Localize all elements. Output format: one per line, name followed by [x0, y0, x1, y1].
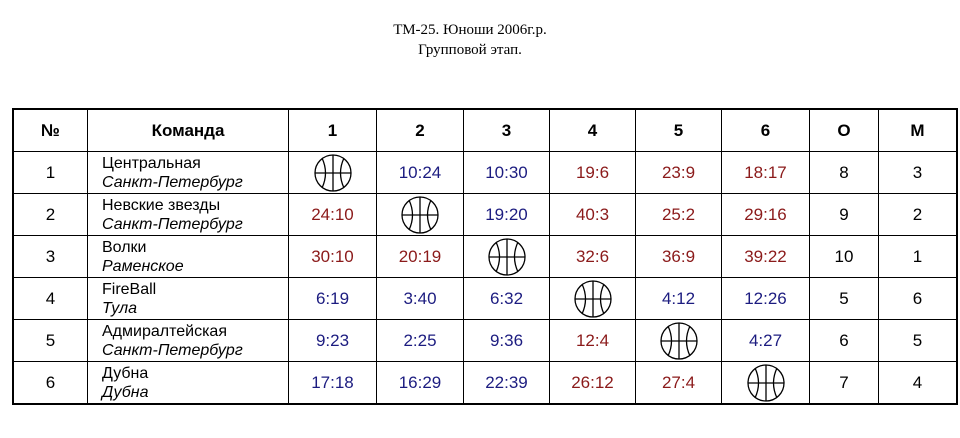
score-cell: 12:26 — [721, 277, 810, 320]
table-row: 6 Дубна Дубна 17:18 16:29 22:39 26:12 27:4 7 4 — [12, 361, 958, 405]
table-row: 4 FireBall Тула 6:19 3:40 6:32 4:12 12:26 5 6 — [12, 277, 958, 320]
points: 10 — [809, 235, 879, 278]
row-number: 1 — [12, 151, 88, 194]
team-city: Дубна — [102, 383, 149, 401]
place: 3 — [878, 151, 958, 194]
team-name: Волки — [102, 238, 147, 256]
column-header: О — [809, 108, 879, 152]
table-row: 5 Адмиралтейская Санкт-Петербург 9:23 2:25 9:… — [12, 319, 958, 362]
table-row: 2 Невские звезды Санкт-Петербург 24:10 19:20… — [12, 193, 958, 236]
score-cell: 27:4 — [635, 361, 722, 405]
team-name: FireBall — [102, 280, 157, 298]
team-cell: Дубна Дубна — [87, 361, 289, 405]
score-cell: 6:19 — [288, 277, 377, 320]
row-number: 3 — [12, 235, 88, 278]
self-cell — [721, 361, 810, 405]
score-cell: 4:27 — [721, 319, 810, 362]
score-cell: 10:30 — [463, 151, 550, 194]
score-cell: 6:32 — [463, 277, 550, 320]
team-name: Адмиралтейская — [102, 322, 227, 340]
team-city: Санкт-Петербург — [102, 173, 243, 191]
score-cell: 9:36 — [463, 319, 550, 362]
row-number: 2 — [12, 193, 88, 236]
table-row: 3 Волки Раменское 30:10 20:19 32:6 36:9 39:22 10… — [12, 235, 958, 278]
row-number: 5 — [12, 319, 88, 362]
standings-table: № Команда 1 2 3 4 5 6 О М 1 Центральная Санкт-Петер… — [12, 108, 958, 405]
score-cell: 3:40 — [376, 277, 464, 320]
team-cell: FireBall Тула — [87, 277, 289, 320]
column-header: 5 — [635, 108, 722, 152]
row-number: 4 — [12, 277, 88, 320]
ball-icon — [487, 237, 526, 276]
score-cell: 32:6 — [549, 235, 636, 278]
score-cell: 16:29 — [376, 361, 464, 405]
team-name: Невские звезды — [102, 196, 221, 214]
score-cell: 36:9 — [635, 235, 722, 278]
points: 8 — [809, 151, 879, 194]
score-cell: 24:10 — [288, 193, 377, 236]
ball-icon — [746, 363, 785, 402]
header-row: № Команда 1 2 3 4 5 6 О М — [12, 108, 958, 152]
points: 9 — [809, 193, 879, 236]
self-cell — [463, 235, 550, 278]
self-cell — [635, 319, 722, 362]
place: 2 — [878, 193, 958, 236]
row-number: 6 — [12, 361, 88, 405]
column-header: 4 — [549, 108, 636, 152]
place: 4 — [878, 361, 958, 405]
team-name: Центральная — [102, 154, 201, 172]
score-cell: 12:4 — [549, 319, 636, 362]
score-cell: 19:6 — [549, 151, 636, 194]
score-cell: 18:17 — [721, 151, 810, 194]
self-cell — [288, 151, 377, 194]
score-cell: 30:10 — [288, 235, 377, 278]
column-header: 2 — [376, 108, 464, 152]
column-header: 6 — [721, 108, 810, 152]
score-cell: 40:3 — [549, 193, 636, 236]
score-cell: 10:24 — [376, 151, 464, 194]
score-cell: 9:23 — [288, 319, 377, 362]
score-cell: 20:19 — [376, 235, 464, 278]
ball-icon — [573, 279, 612, 318]
subtitle: Групповой этап. — [418, 42, 522, 58]
self-cell — [549, 277, 636, 320]
score-cell: 23:9 — [635, 151, 722, 194]
ball-icon — [401, 195, 439, 234]
team-cell: Невские звезды Санкт-Петербург — [87, 193, 289, 236]
score-cell: 29:16 — [721, 193, 810, 236]
column-header: 1 — [288, 108, 377, 152]
team-cell: Центральная Санкт-Петербург — [87, 151, 289, 194]
place: 1 — [878, 235, 958, 278]
column-header: № — [12, 108, 88, 152]
place: 6 — [878, 277, 958, 320]
points: 5 — [809, 277, 879, 320]
score-cell: 26:12 — [549, 361, 636, 405]
place: 5 — [878, 319, 958, 362]
score-cell: 17:18 — [288, 361, 377, 405]
score-cell: 2:25 — [376, 319, 464, 362]
score-cell: 19:20 — [463, 193, 550, 236]
team-city: Санкт-Петербург — [102, 341, 243, 359]
score-cell: 4:12 — [635, 277, 722, 320]
team-city: Тула — [102, 299, 137, 317]
column-header: М — [878, 108, 958, 152]
team-name: Дубна — [102, 364, 149, 382]
ball-icon — [313, 153, 352, 192]
column-header: 3 — [463, 108, 550, 152]
score-cell: 22:39 — [463, 361, 550, 405]
team-city: Раменское — [102, 257, 184, 275]
column-header: Команда — [87, 108, 289, 152]
team-cell: Адмиралтейская Санкт-Петербург — [87, 319, 289, 362]
points: 7 — [809, 361, 879, 405]
points: 6 — [809, 319, 879, 362]
self-cell — [376, 193, 464, 236]
team-city: Санкт-Петербург — [102, 215, 243, 233]
table-row: 1 Центральная Санкт-Петербург 10:24 10:30 19:… — [12, 151, 958, 194]
ball-icon — [659, 321, 698, 360]
score-cell: 25:2 — [635, 193, 722, 236]
score-cell: 39:22 — [721, 235, 810, 278]
title: ТМ-25. Юноши 2006г.р. — [393, 22, 547, 38]
team-cell: Волки Раменское — [87, 235, 289, 278]
